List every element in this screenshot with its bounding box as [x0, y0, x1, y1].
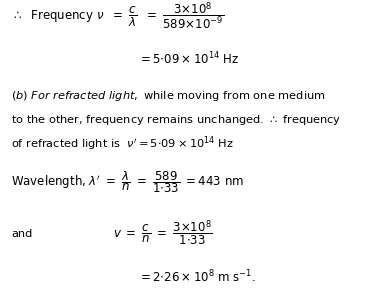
- Text: $(b)$ $\mathit{For\ refracted\ light,}$ while moving from one medium: $(b)$ $\mathit{For\ refracted\ light,}$ …: [11, 89, 326, 103]
- Text: and: and: [11, 229, 33, 239]
- Text: to the other, frequency remains unchanged. $\therefore$ frequency: to the other, frequency remains unchange…: [11, 113, 342, 127]
- Text: of refracted light is  $\nu' = 5{\cdot}09 \times 10^{14}$ Hz: of refracted light is $\nu' = 5{\cdot}09…: [11, 134, 234, 153]
- Text: Wavelength, $\lambda'$ $=$ $\dfrac{\lambda}{n}$ $=$ $\dfrac{589}{1{\cdot}33}$ $=: Wavelength, $\lambda'$ $=$ $\dfrac{\lamb…: [11, 169, 244, 195]
- Text: $= 2{\cdot}26 \times 10^{8}$ m s$^{-1}$.: $= 2{\cdot}26 \times 10^{8}$ m s$^{-1}$.: [138, 268, 256, 285]
- Text: $\therefore$  Frequency $\nu$  $=$ $\dfrac{c}{\lambda}$  $=$ $\dfrac{3{\times}10: $\therefore$ Frequency $\nu$ $=$ $\dfrac…: [11, 1, 225, 32]
- Text: $v$ $=$ $\dfrac{c}{n}$ $=$ $\dfrac{3{\times}10^{8}}{1{\cdot}33}$: $v$ $=$ $\dfrac{c}{n}$ $=$ $\dfrac{3{\ti…: [113, 219, 213, 248]
- Text: $= 5{\cdot}09 \times 10^{14}$ Hz: $= 5{\cdot}09 \times 10^{14}$ Hz: [138, 51, 239, 67]
